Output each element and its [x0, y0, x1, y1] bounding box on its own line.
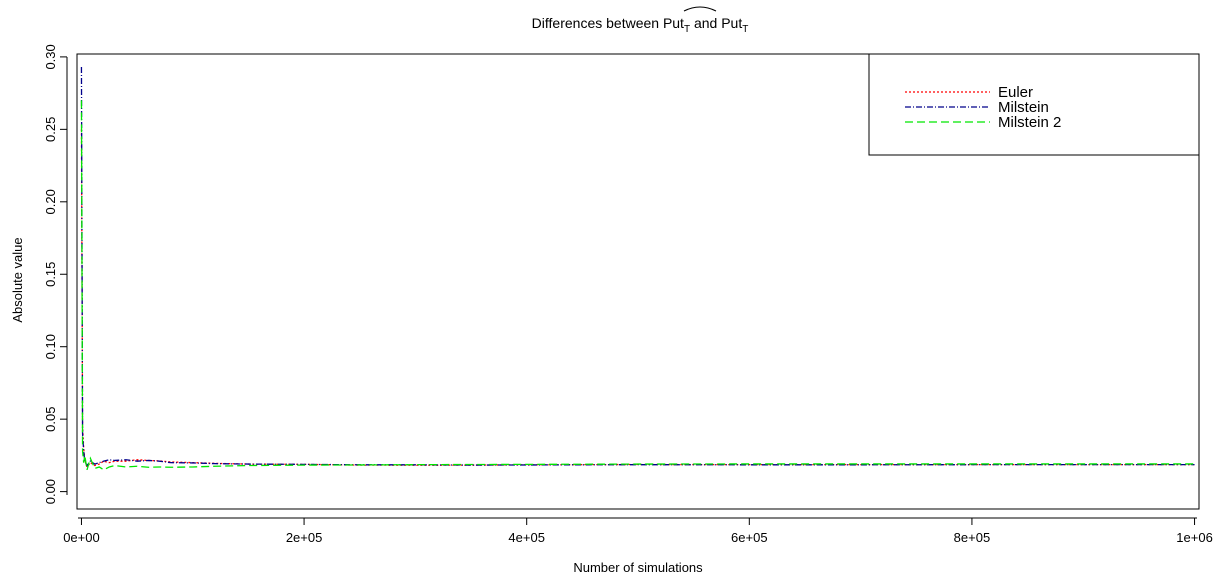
title-term-hat-sub: T	[684, 24, 690, 35]
x-tick-label: 8e+05	[954, 530, 991, 545]
legend-label: Milstein 2	[998, 114, 1061, 131]
y-ticks: 0.00 0.05 0.10 0.15 0.20 0.25 0.30	[43, 44, 67, 504]
x-tick-label: 2e+05	[286, 530, 323, 545]
plot-frame	[76, 53, 1200, 510]
x-axis-label: Number of simulations	[573, 560, 703, 575]
y-tick-label: 0.30	[43, 44, 58, 69]
title-term-hat: Put	[663, 15, 684, 31]
x-tick-label: 1e+06	[1176, 530, 1213, 545]
y-axis-label: Absolute value	[10, 237, 25, 322]
legend-label: Euler	[998, 84, 1033, 101]
chart-title: Differences between PutT and PutT	[532, 15, 749, 35]
y-tick-label: 0.05	[43, 407, 58, 432]
title-term: Put	[721, 15, 742, 31]
x-ticks: 0e+00 2e+05 4e+05 6e+05 8e+05 1e+06	[63, 518, 1213, 545]
series-line-milstein-2	[80, 100, 1195, 471]
y-tick-label: 0.25	[43, 117, 58, 142]
x-tick-label: 0e+00	[63, 530, 100, 545]
x-tick-label: 4e+05	[508, 530, 545, 545]
y-tick-label: 0.10	[43, 334, 58, 359]
series-group	[80, 67, 1195, 471]
x-tick-label: 6e+05	[731, 530, 768, 545]
legend-box	[868, 53, 1200, 156]
legend-label: Milstein	[998, 99, 1049, 116]
y-tick-label: 0.00	[43, 479, 58, 504]
title-middle: and	[690, 15, 721, 31]
series-line-euler	[80, 129, 1195, 469]
y-tick-label: 0.20	[43, 189, 58, 214]
y-tick-label: 0.15	[43, 262, 58, 287]
title-prefix: Differences between	[532, 15, 663, 31]
title-hat-mark	[683, 6, 717, 12]
title-term-sub: T	[742, 24, 748, 35]
